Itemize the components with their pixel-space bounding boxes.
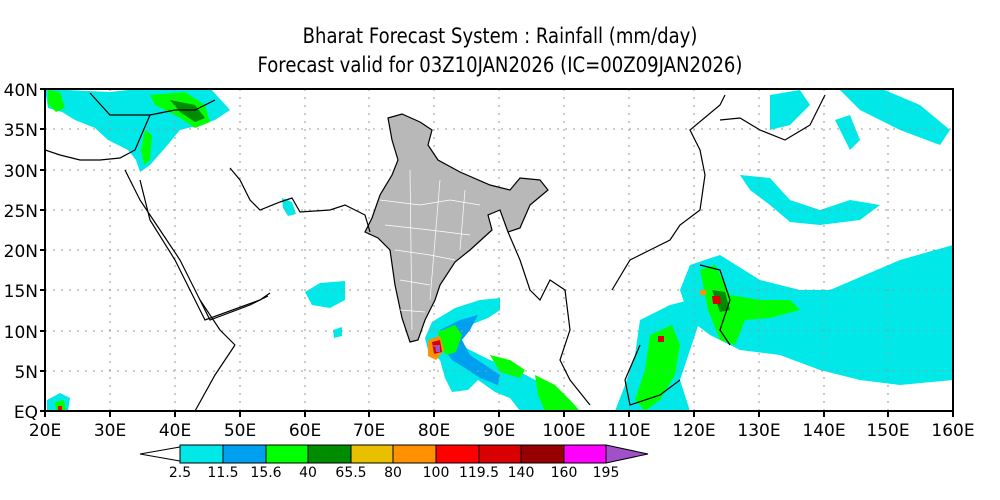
svg-text:15.6: 15.6 — [250, 465, 281, 481]
svg-text:110E: 110E — [607, 421, 650, 441]
svg-text:100: 100 — [423, 465, 450, 481]
svg-text:100E: 100E — [542, 421, 585, 441]
y-ticks — [40, 88, 45, 412]
svg-text:65.5: 65.5 — [335, 465, 366, 481]
colorbar-labels: 2.5 11.5 15.6 40 65.5 80 100 119.5 140 1… — [169, 465, 620, 481]
svg-text:130E: 130E — [737, 421, 780, 441]
y-axis-labels: 40N 35N 30N 25N 20N 15N 10N 5N EQ — [4, 81, 38, 423]
svg-text:119.5: 119.5 — [459, 465, 499, 481]
svg-text:80E: 80E — [418, 421, 450, 441]
svg-text:40N: 40N — [4, 81, 38, 101]
svg-text:35N: 35N — [4, 121, 38, 141]
svg-text:30N: 30N — [4, 162, 38, 182]
svg-text:60E: 60E — [289, 421, 321, 441]
svg-text:25N: 25N — [4, 202, 38, 222]
map-subtitle: Forecast valid for 03Z10JAN2026 (IC=00Z0… — [257, 53, 743, 77]
svg-text:40: 40 — [299, 465, 317, 481]
svg-text:160E: 160E — [931, 421, 974, 441]
svg-text:40E: 40E — [159, 421, 191, 441]
grid-lines — [45, 89, 953, 411]
svg-text:20N: 20N — [4, 242, 38, 262]
svg-text:195: 195 — [593, 465, 620, 481]
svg-text:90E: 90E — [483, 421, 515, 441]
colorbar-below-triangle — [139, 446, 181, 462]
svg-text:140: 140 — [508, 465, 535, 481]
svg-text:50E: 50E — [224, 421, 256, 441]
svg-text:5N: 5N — [14, 363, 38, 383]
colorbar — [139, 444, 649, 464]
svg-text:140E: 140E — [802, 421, 845, 441]
svg-text:2.5: 2.5 — [169, 465, 191, 481]
x-axis-labels: 20E 30E 40E 50E 60E 70E 80E 90E 100E 110… — [29, 421, 975, 441]
svg-text:11.5: 11.5 — [207, 465, 238, 481]
rainfall-field — [45, 89, 953, 411]
map-title: Bharat Forecast System : Rainfall (mm/da… — [302, 24, 698, 48]
colorbar-above-triangle — [605, 444, 649, 464]
coastlines — [45, 92, 826, 411]
svg-text:160: 160 — [551, 465, 578, 481]
svg-text:10N: 10N — [4, 323, 38, 343]
svg-text:20E: 20E — [29, 421, 61, 441]
svg-text:30E: 30E — [94, 421, 126, 441]
district-boundaries — [379, 169, 481, 331]
x-ticks — [44, 411, 954, 417]
svg-text:80: 80 — [384, 465, 402, 481]
svg-text:EQ: EQ — [14, 403, 38, 423]
svg-text:15N: 15N — [4, 282, 38, 302]
svg-text:70E: 70E — [353, 421, 385, 441]
svg-text:120E: 120E — [672, 421, 715, 441]
svg-text:150E: 150E — [866, 421, 909, 441]
india-region — [364, 113, 549, 343]
